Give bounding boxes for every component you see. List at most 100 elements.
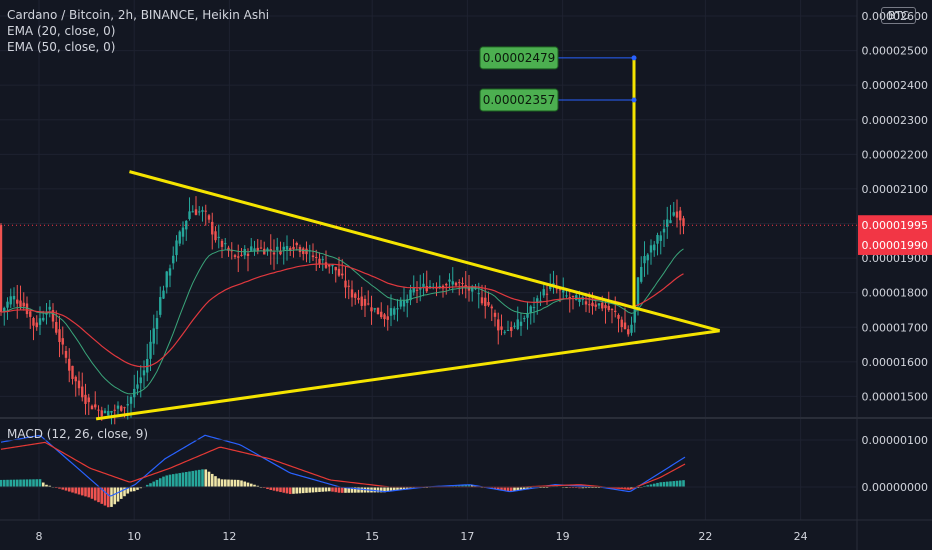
macd-bar bbox=[126, 487, 130, 494]
macd-signal-line bbox=[0, 441, 686, 490]
candle-body bbox=[558, 289, 562, 291]
macd-bar bbox=[350, 487, 354, 493]
candle-body bbox=[185, 220, 188, 230]
candle-body bbox=[480, 297, 484, 304]
macd-bar bbox=[321, 487, 325, 492]
candle-body bbox=[113, 409, 116, 411]
candle-body bbox=[523, 318, 526, 320]
candle-body bbox=[19, 300, 22, 307]
candle-body bbox=[607, 305, 610, 311]
candle-body bbox=[562, 290, 565, 293]
macd-bar bbox=[578, 487, 581, 489]
candle-body bbox=[126, 404, 129, 406]
macd-bar bbox=[675, 480, 679, 487]
ema50-legend: EMA (50, close, 0) bbox=[7, 40, 116, 54]
macd-bar bbox=[652, 483, 656, 487]
macd-bar bbox=[256, 485, 260, 487]
macd-bar bbox=[279, 487, 282, 493]
candle-body bbox=[129, 396, 133, 404]
candle-body bbox=[165, 271, 168, 288]
last-price-tag bbox=[858, 215, 932, 236]
macd-bar bbox=[132, 487, 136, 492]
candle-body bbox=[74, 376, 77, 382]
macd-bar bbox=[223, 479, 227, 487]
macd-bar bbox=[149, 483, 152, 487]
price-tick-label: 0.00001900 bbox=[862, 252, 928, 265]
macd-bar bbox=[178, 473, 182, 487]
chart-legend: Cardano / Bitcoin, 2h, BINANCE, Heikin A… bbox=[7, 7, 269, 55]
currency-button[interactable]: BTC bbox=[880, 7, 916, 24]
macd-bar bbox=[171, 474, 175, 487]
price-tick-label: 0.00002400 bbox=[862, 79, 928, 92]
candle-body bbox=[142, 370, 146, 376]
macd-bar bbox=[454, 485, 458, 487]
candle-body bbox=[529, 306, 532, 314]
candle-body bbox=[510, 327, 513, 331]
ema-price-text: 0.00001990 bbox=[862, 239, 928, 252]
macd-bar bbox=[646, 485, 650, 487]
target-label: 0.00002357 bbox=[483, 93, 556, 107]
candle-body bbox=[318, 258, 321, 265]
macd-bar bbox=[496, 487, 500, 490]
macd-bar bbox=[253, 484, 256, 487]
macd-bar bbox=[58, 487, 61, 489]
candle-body bbox=[380, 311, 383, 318]
macd-bar bbox=[41, 482, 45, 487]
macd-bar bbox=[353, 487, 357, 493]
macd-bar bbox=[220, 479, 224, 487]
candle-body bbox=[484, 297, 487, 307]
candle-body bbox=[477, 293, 480, 295]
candle-body bbox=[16, 299, 19, 304]
candle-body bbox=[568, 297, 571, 299]
macd-bar bbox=[12, 479, 16, 487]
macd-bar bbox=[295, 487, 299, 494]
macd-bar bbox=[106, 487, 110, 508]
macd-bar bbox=[672, 481, 676, 487]
candle-body bbox=[532, 307, 536, 309]
candle-body bbox=[493, 312, 497, 317]
candle-body bbox=[370, 307, 373, 312]
macd-bar bbox=[669, 481, 672, 487]
candle-body bbox=[588, 304, 591, 306]
candle-body bbox=[337, 268, 341, 276]
macd-bar bbox=[45, 484, 48, 487]
candle-body bbox=[487, 301, 490, 306]
candle-body bbox=[445, 283, 448, 286]
macd-bar bbox=[643, 485, 646, 487]
macd-bar bbox=[334, 487, 338, 493]
candle-body bbox=[672, 212, 675, 216]
price-tick-label: 0.00001800 bbox=[862, 287, 928, 300]
candle-body bbox=[181, 227, 185, 237]
candle-body bbox=[591, 302, 594, 307]
macd-bar bbox=[327, 487, 331, 492]
macd-bar bbox=[470, 485, 474, 487]
macd-bar bbox=[158, 478, 162, 487]
candle-body bbox=[656, 234, 659, 244]
time-tick-label: 10 bbox=[127, 530, 141, 543]
macd-bar bbox=[474, 485, 477, 487]
candle-body bbox=[94, 404, 97, 408]
macd-bar bbox=[243, 481, 247, 487]
macd-tick-label: 0.00000100 bbox=[862, 434, 928, 447]
symbol-title: Cardano / Bitcoin, 2h, BINANCE, Heikin A… bbox=[7, 8, 270, 22]
macd-bar bbox=[678, 480, 682, 487]
price-tick-label: 0.00002200 bbox=[862, 148, 928, 161]
macd-bar bbox=[249, 483, 253, 487]
macd-bar bbox=[308, 487, 312, 493]
candle-body bbox=[659, 235, 662, 241]
macd-bar bbox=[22, 479, 26, 487]
candle-body bbox=[617, 314, 620, 319]
macd-bar bbox=[207, 471, 211, 487]
candle-body bbox=[3, 307, 6, 312]
macd-bar bbox=[500, 487, 503, 491]
candle-body bbox=[389, 308, 393, 316]
macd-bar bbox=[175, 473, 178, 487]
target-anchor bbox=[631, 55, 637, 61]
candle-body bbox=[347, 285, 350, 287]
candle-body bbox=[29, 311, 32, 317]
candle-body bbox=[149, 341, 152, 359]
candle-body bbox=[549, 284, 552, 290]
target-label-box bbox=[479, 46, 559, 70]
macd-bar bbox=[217, 478, 221, 487]
